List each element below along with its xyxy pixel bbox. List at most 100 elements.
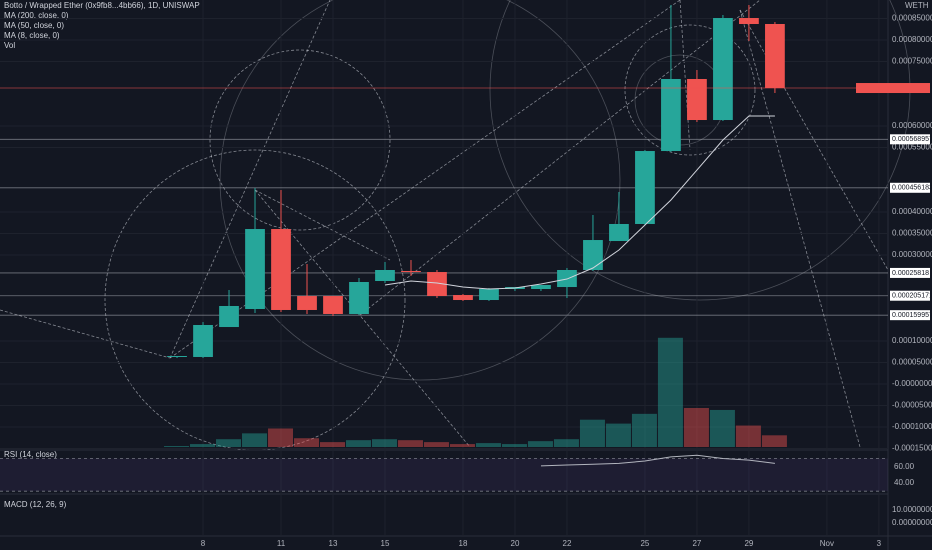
- y-tick-label: 0.0007500000: [892, 57, 932, 66]
- ma-line: [384, 115, 775, 290]
- trend-line: [169, 0, 681, 359]
- candle-body: [401, 270, 421, 273]
- chart-title: Botto / Wrapped Ether (0x9fb8...4bb66), …: [4, 1, 200, 10]
- level-label: 0.0005689577: [892, 136, 932, 143]
- level-label: 0.00025818: [892, 270, 929, 277]
- candle-body: [375, 270, 395, 282]
- rsi-label: RSI (14, close): [4, 450, 57, 459]
- volume-bar: [579, 419, 605, 447]
- volume-bar: [657, 337, 683, 447]
- y-tick-label: 0.0001000000: [892, 336, 932, 345]
- rsi-band: [0, 458, 888, 492]
- volume-bar: [605, 423, 631, 447]
- level-label-box: [890, 310, 930, 321]
- y-tick-label: 0.0008000000: [892, 35, 932, 44]
- x-tick-label: 8: [201, 539, 206, 548]
- y-tick-label: -0.0000000000: [892, 379, 932, 388]
- volume-bar: [242, 433, 268, 447]
- volume-bar: [501, 444, 527, 447]
- volume-bar: [449, 444, 475, 447]
- macd-label: MACD (12, 26, 9): [4, 500, 67, 509]
- volume-bar: [320, 442, 345, 447]
- candle-body: [765, 23, 785, 89]
- fib-circle: [624, 24, 756, 156]
- y-tick-label: 0.0003500000: [892, 229, 932, 238]
- macd-tick-label: 10.0000000000: [892, 505, 932, 514]
- volume-bar: [761, 435, 787, 447]
- candle-body: [531, 285, 551, 290]
- y-tick-label: 0.0004000000: [892, 207, 932, 216]
- rsi-tick-label: 40.00: [894, 478, 915, 487]
- x-tick-label: 20: [511, 539, 520, 548]
- volume-bar: [683, 408, 709, 447]
- candle-body: [193, 324, 213, 357]
- candle-body: [739, 18, 759, 24]
- quote-label: WETH: [905, 1, 929, 10]
- y-tick-label: 0.0005500000: [892, 143, 932, 152]
- candle-body: [167, 356, 187, 358]
- x-tick-label: 15: [381, 539, 390, 548]
- indicator-label: MA (8, close, 0): [4, 31, 60, 40]
- candle-body: [245, 229, 265, 310]
- candle-body: [609, 223, 629, 242]
- rsi-line: [540, 454, 775, 467]
- volume-bar: [423, 442, 449, 447]
- volume-bar: [397, 440, 423, 447]
- volume-bar: [268, 428, 294, 447]
- y-tick-label: -0.0001500000: [892, 444, 932, 453]
- volume-bar: [709, 409, 735, 447]
- y-tick-label: 0.0000500000: [892, 358, 932, 367]
- trend-line: [679, 0, 691, 151]
- x-tick-label: 18: [459, 539, 468, 548]
- macd-tick-label: 0.0000000000: [892, 518, 932, 527]
- candle-body: [635, 151, 655, 224]
- candle-body: [323, 296, 343, 314]
- volume-bar: [527, 441, 553, 447]
- candle-body: [427, 272, 447, 297]
- candle-body: [479, 289, 499, 301]
- indicator-label: Vol: [4, 41, 15, 50]
- y-tick-label: -0.0001000000: [892, 422, 932, 431]
- candle-body: [349, 281, 369, 314]
- volume-bar: [371, 439, 397, 447]
- fib-circle: [209, 49, 391, 231]
- fib-circle: [219, 0, 621, 381]
- volume-bar: [216, 439, 242, 447]
- indicator-label: MA (200, close, 0): [4, 11, 69, 20]
- x-tick-label: 11: [277, 539, 286, 548]
- trend-line: [254, 189, 391, 261]
- candle-body: [687, 78, 707, 121]
- volume-bar: [345, 440, 371, 447]
- x-tick-label: 27: [692, 539, 701, 548]
- candle-body: [453, 295, 473, 301]
- candle-body: [271, 229, 291, 310]
- y-tick-label: -0.0000500000: [892, 401, 932, 410]
- volume-bar: [294, 438, 320, 447]
- level-label: 0.0002051711: [892, 293, 932, 300]
- volume-bar: [631, 413, 657, 447]
- x-tick-label: 3: [877, 539, 882, 548]
- x-tick-label: 22: [563, 539, 572, 548]
- level-label-box: [890, 134, 930, 145]
- candle-body: [713, 18, 733, 121]
- y-tick-label: 0.0006000000: [892, 121, 932, 130]
- trend-line: [0, 309, 171, 359]
- level-label-box: [890, 290, 930, 301]
- volume-bar: [553, 439, 579, 447]
- candle-body: [583, 240, 603, 270]
- volume-bar: [475, 443, 501, 447]
- x-tick-label: 13: [329, 539, 338, 548]
- y-tick-label: 0.0003000000: [892, 250, 932, 259]
- trend-line: [739, 9, 861, 448]
- volume-bar: [735, 425, 761, 447]
- volume-bar: [164, 446, 190, 447]
- trend-line: [169, 0, 331, 359]
- x-tick-label: Nov: [820, 539, 834, 548]
- level-label-box: [890, 182, 930, 193]
- candle-body: [219, 305, 239, 328]
- x-tick-label: 29: [744, 539, 753, 548]
- level-label: 0.0004561838: [892, 185, 932, 192]
- volume-bar: [190, 444, 216, 447]
